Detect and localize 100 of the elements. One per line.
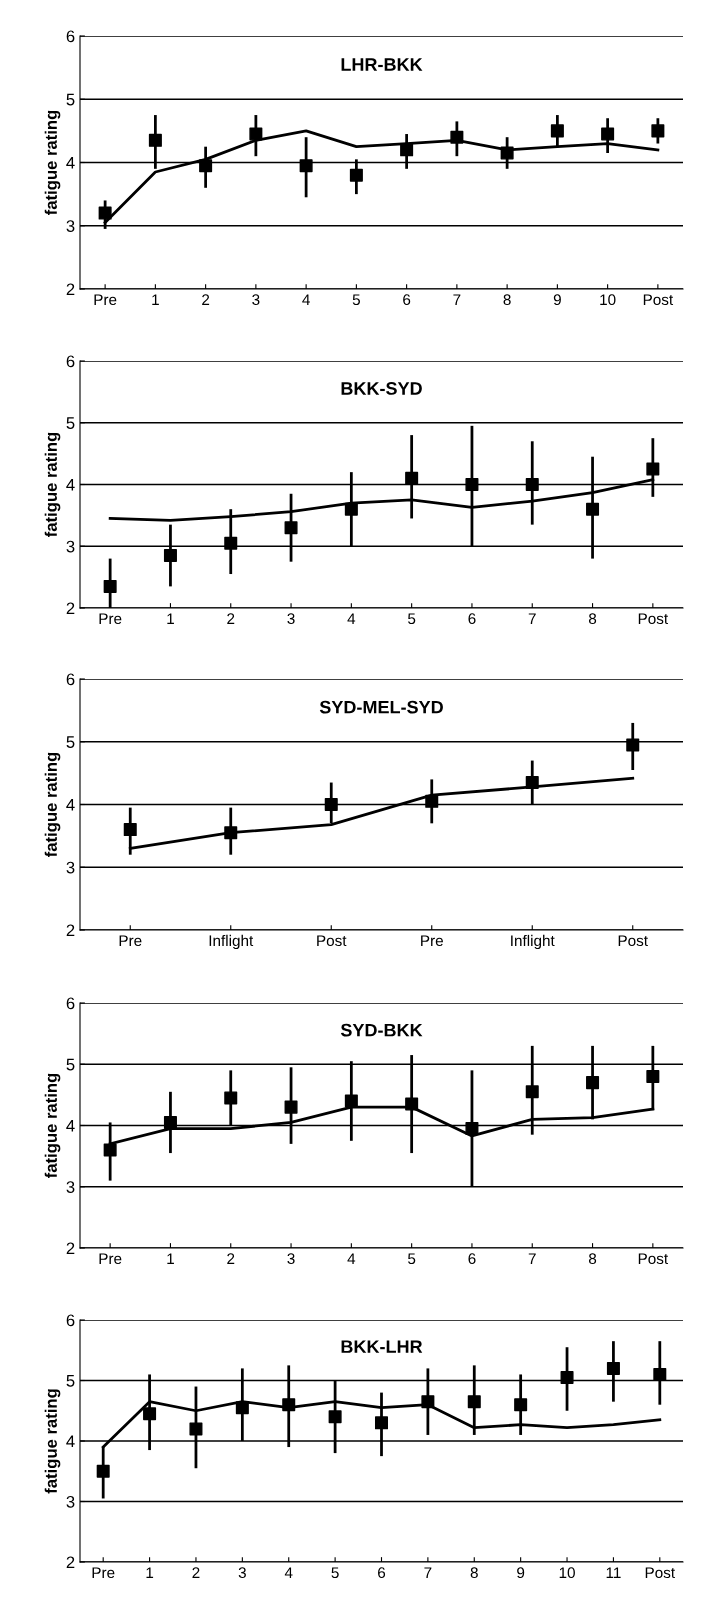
point <box>328 1410 342 1424</box>
y-tick-label: 3 <box>66 1495 75 1508</box>
point <box>525 776 539 790</box>
text: BKK-LHR <box>341 1340 423 1353</box>
point <box>163 549 177 563</box>
point <box>400 143 414 157</box>
point <box>586 1076 600 1090</box>
y-tick-label: 5 <box>66 1058 75 1071</box>
x-tick-label: 11 <box>606 1567 621 1578</box>
x-tick-label: 4 <box>347 613 356 624</box>
y-tick-label: 6 <box>66 355 75 368</box>
point <box>405 471 419 485</box>
point <box>123 823 137 837</box>
y-tick-label: 6 <box>66 1314 75 1327</box>
point <box>103 579 117 593</box>
x-tick-label: 3 <box>238 1567 246 1579</box>
point <box>646 1069 660 1084</box>
point <box>224 1091 238 1105</box>
x-tick-label: Pre <box>94 294 117 306</box>
y-axis-title: fatigue rating <box>44 752 61 857</box>
y-axis-title: fatigue rating <box>44 110 61 215</box>
point <box>324 797 338 812</box>
x-tick-label: 4 <box>284 1567 293 1578</box>
x-tick-label: Pre <box>99 1253 122 1265</box>
x-tick-label: 8 <box>588 613 597 625</box>
x-tick-label: 8 <box>503 294 511 306</box>
x-tick-label: 10 <box>559 1567 575 1579</box>
point <box>235 1401 249 1415</box>
x-tick-label: 9 <box>517 1567 525 1579</box>
y-tick-label: 4 <box>66 479 75 491</box>
point <box>525 477 539 492</box>
point <box>500 146 514 160</box>
x-tick-label: 7 <box>528 1253 536 1264</box>
point <box>450 130 464 144</box>
y-axis-title: fatigue rating <box>44 1389 61 1494</box>
x-tick-label: Post <box>638 613 669 625</box>
y-tick-label: 2 <box>66 283 75 296</box>
point <box>421 1395 435 1409</box>
x-tick-label: Post <box>643 294 674 306</box>
x-tick-label: 10 <box>600 294 616 306</box>
x-tick-label: Pre <box>92 1567 115 1579</box>
point <box>199 159 213 173</box>
y-tick-label: 4 <box>66 157 75 169</box>
x-tick-label: 1 <box>146 1567 154 1578</box>
y-tick-label: 5 <box>66 736 75 748</box>
y-tick-label: 5 <box>66 93 75 106</box>
y-tick-label: 5 <box>66 1375 75 1387</box>
y-tick-label: 4 <box>66 1435 75 1448</box>
point <box>284 1100 298 1114</box>
x-tick-label: 6 <box>468 1253 476 1265</box>
x-tick-label: Post <box>645 1567 675 1579</box>
y-tick-label: 4 <box>66 799 75 811</box>
point <box>550 124 564 138</box>
point <box>344 1094 358 1108</box>
point <box>143 1407 157 1421</box>
y-tick-label: 2 <box>66 924 75 937</box>
x-tick-label: 8 <box>470 1567 478 1579</box>
x-tick-label: 9 <box>553 294 561 306</box>
point <box>425 794 439 808</box>
point <box>646 462 660 476</box>
y-tick-label: 3 <box>66 220 75 232</box>
point <box>148 133 162 147</box>
point <box>626 738 640 752</box>
point <box>525 1085 539 1099</box>
y-axis-title: fatigue rating <box>44 432 61 537</box>
y-tick-label: 2 <box>66 602 75 615</box>
point <box>653 1367 667 1381</box>
x-tick-label: 2 <box>192 1567 200 1578</box>
y-tick-label: 6 <box>66 673 75 686</box>
y-tick-label: 6 <box>66 30 75 43</box>
x-tick-label: 3 <box>252 294 260 306</box>
x-tick-label: 6 <box>403 294 411 306</box>
x-tick-label: 3 <box>287 1253 295 1265</box>
point <box>601 127 615 141</box>
point <box>606 1361 620 1375</box>
x-tick-label: 4 <box>302 294 310 305</box>
x-tick-label: Post <box>618 935 648 947</box>
x-tick-label: 3 <box>287 613 295 625</box>
x-tick-label: 7 <box>424 1567 432 1578</box>
text: SYD-BKK <box>340 1023 423 1037</box>
point <box>465 477 479 492</box>
x-tick-label: 1 <box>167 613 174 624</box>
y-tick-label: 4 <box>66 1120 75 1132</box>
x-tick-label: 4 <box>347 1253 356 1264</box>
point <box>514 1398 528 1412</box>
x-tick-label: 1 <box>167 1253 174 1264</box>
x-tick-label: 8 <box>588 1253 597 1265</box>
x-tick-label: Pre <box>99 613 122 625</box>
x-tick-label: 5 <box>408 1253 416 1265</box>
point <box>96 1464 110 1478</box>
point <box>560 1370 574 1384</box>
x-tick-label: Pre <box>119 935 142 947</box>
point <box>374 1416 389 1430</box>
x-tick-label: 7 <box>453 294 461 305</box>
x-tick-label: 1 <box>152 294 159 305</box>
text: SYD-MEL-SYD <box>319 700 443 714</box>
y-tick-label: 3 <box>66 1181 75 1193</box>
y-tick-label: 3 <box>66 861 75 874</box>
x-tick-label: 2 <box>202 294 210 305</box>
x-tick-label: 5 <box>352 294 360 306</box>
